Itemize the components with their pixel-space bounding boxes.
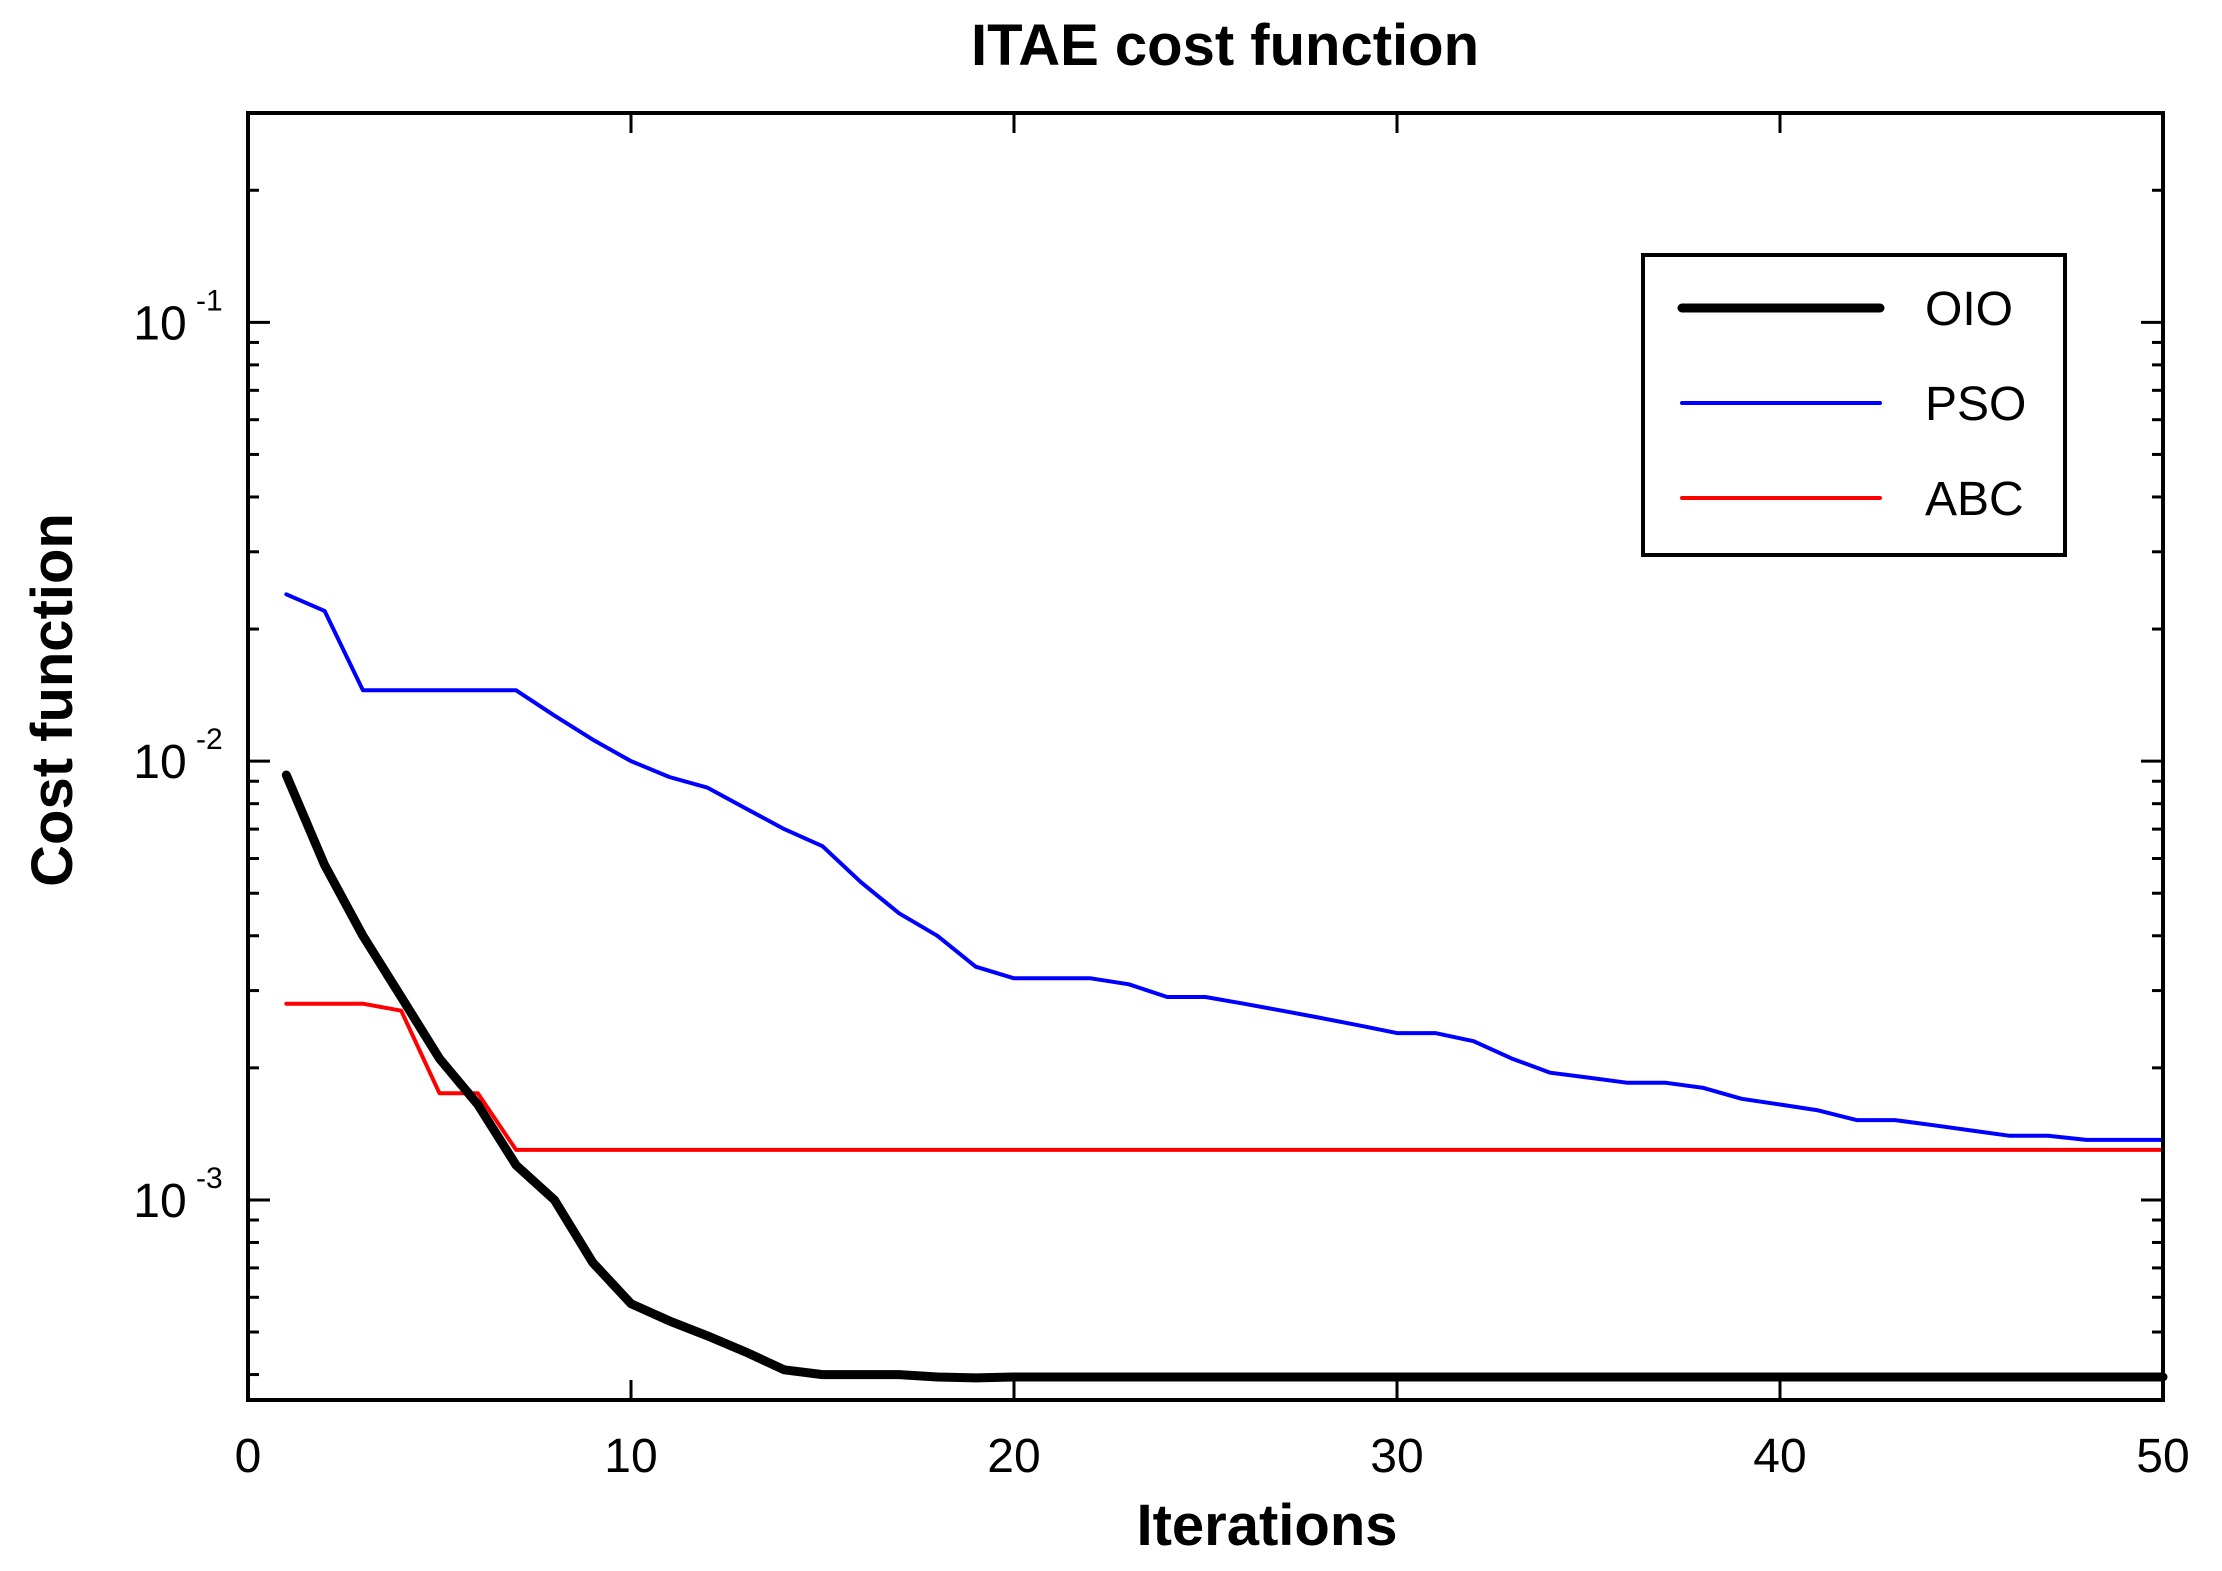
y-axis-label: Cost function bbox=[20, 513, 85, 887]
y-tick-label-exponent: -2 bbox=[196, 723, 223, 756]
y-tick-label-base: 10 bbox=[133, 736, 186, 789]
legend: OIO PSO ABC bbox=[1641, 253, 2067, 557]
x-tick-label: 30 bbox=[1370, 1430, 1423, 1483]
y-tick-label: 10 -3 bbox=[133, 1162, 222, 1228]
series-line-abc bbox=[284, 1001, 2165, 1152]
x-axis-label: Iterations bbox=[1136, 1493, 1397, 1558]
series-layer bbox=[281, 592, 2168, 1383]
plot-area-frame bbox=[246, 111, 2165, 1402]
legend-label-abc: ABC bbox=[1925, 473, 2024, 526]
x-tick-label: 20 bbox=[987, 1430, 1040, 1483]
chart-title: ITAE cost function bbox=[971, 13, 1479, 78]
y-tick-label-exponent: -1 bbox=[196, 284, 223, 317]
tick-labels-layer: 0 10 20 30 40 50 10 -3 10 -2 10 -1 bbox=[133, 284, 2189, 1483]
y-tick-label: 10 -2 bbox=[133, 723, 222, 789]
legend-label-oio: OIO bbox=[1925, 283, 2013, 336]
x-tick-label: 50 bbox=[2136, 1430, 2189, 1483]
x-tick-label: 40 bbox=[1753, 1430, 1806, 1483]
y-tick-label-base: 10 bbox=[133, 1175, 186, 1228]
y-tick-label: 10 -1 bbox=[133, 284, 222, 350]
y-tick-label-exponent: -3 bbox=[196, 1162, 223, 1195]
legend-label-pso: PSO bbox=[1925, 378, 2026, 431]
series-line-oio bbox=[281, 770, 2168, 1383]
y-tick-label-base: 10 bbox=[133, 297, 186, 350]
x-tick-label: 0 bbox=[235, 1430, 262, 1483]
x-tick-label: 10 bbox=[604, 1430, 657, 1483]
series-line-pso bbox=[284, 592, 2165, 1142]
